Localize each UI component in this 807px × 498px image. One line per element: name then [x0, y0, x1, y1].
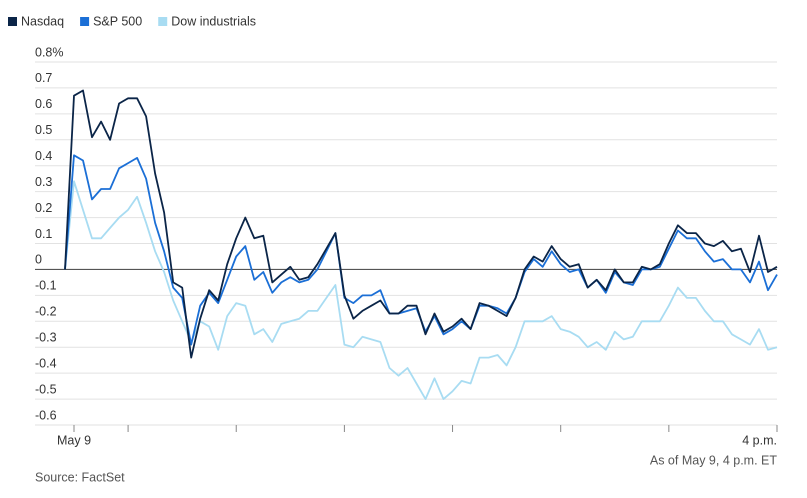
y-tick-label: 0.4 [35, 149, 52, 163]
legend-swatch [158, 17, 168, 26]
series-line [64, 154, 778, 346]
y-tick-label: -0.5 [35, 382, 57, 396]
legend-label: Dow industrials [171, 14, 256, 28]
x-tick-label: 4 p.m. [742, 433, 777, 447]
y-tick-label: 0.7 [35, 71, 52, 85]
series-line [64, 89, 778, 359]
y-tick-label: -0.3 [35, 331, 57, 345]
y-tick-label: 0.3 [35, 175, 52, 189]
as-of-note: As of May 9, 4 p.m. ET [650, 453, 777, 467]
y-tick-label: -0.1 [35, 279, 57, 293]
legend-swatch [8, 17, 17, 26]
y-tick-label: -0.2 [35, 305, 57, 319]
x-tick-label: May 9 [57, 433, 91, 447]
y-tick-label: 0.6 [35, 97, 52, 111]
y-tick-label: 0.1 [35, 227, 52, 241]
source-note: Source: FactSet [35, 470, 125, 484]
y-tick-label: 0.5 [35, 123, 52, 137]
series-line [64, 180, 778, 400]
y-tick-label: -0.4 [35, 356, 57, 370]
legend-swatch [80, 17, 90, 26]
legend-label: S&P 500 [93, 14, 142, 28]
y-tick-label: 0.8% [35, 45, 64, 59]
y-tick-label: 0 [35, 253, 42, 267]
y-tick-label: -0.6 [35, 408, 57, 422]
y-tick-label: 0.2 [35, 201, 52, 215]
legend-label: Nasdaq [21, 14, 64, 28]
